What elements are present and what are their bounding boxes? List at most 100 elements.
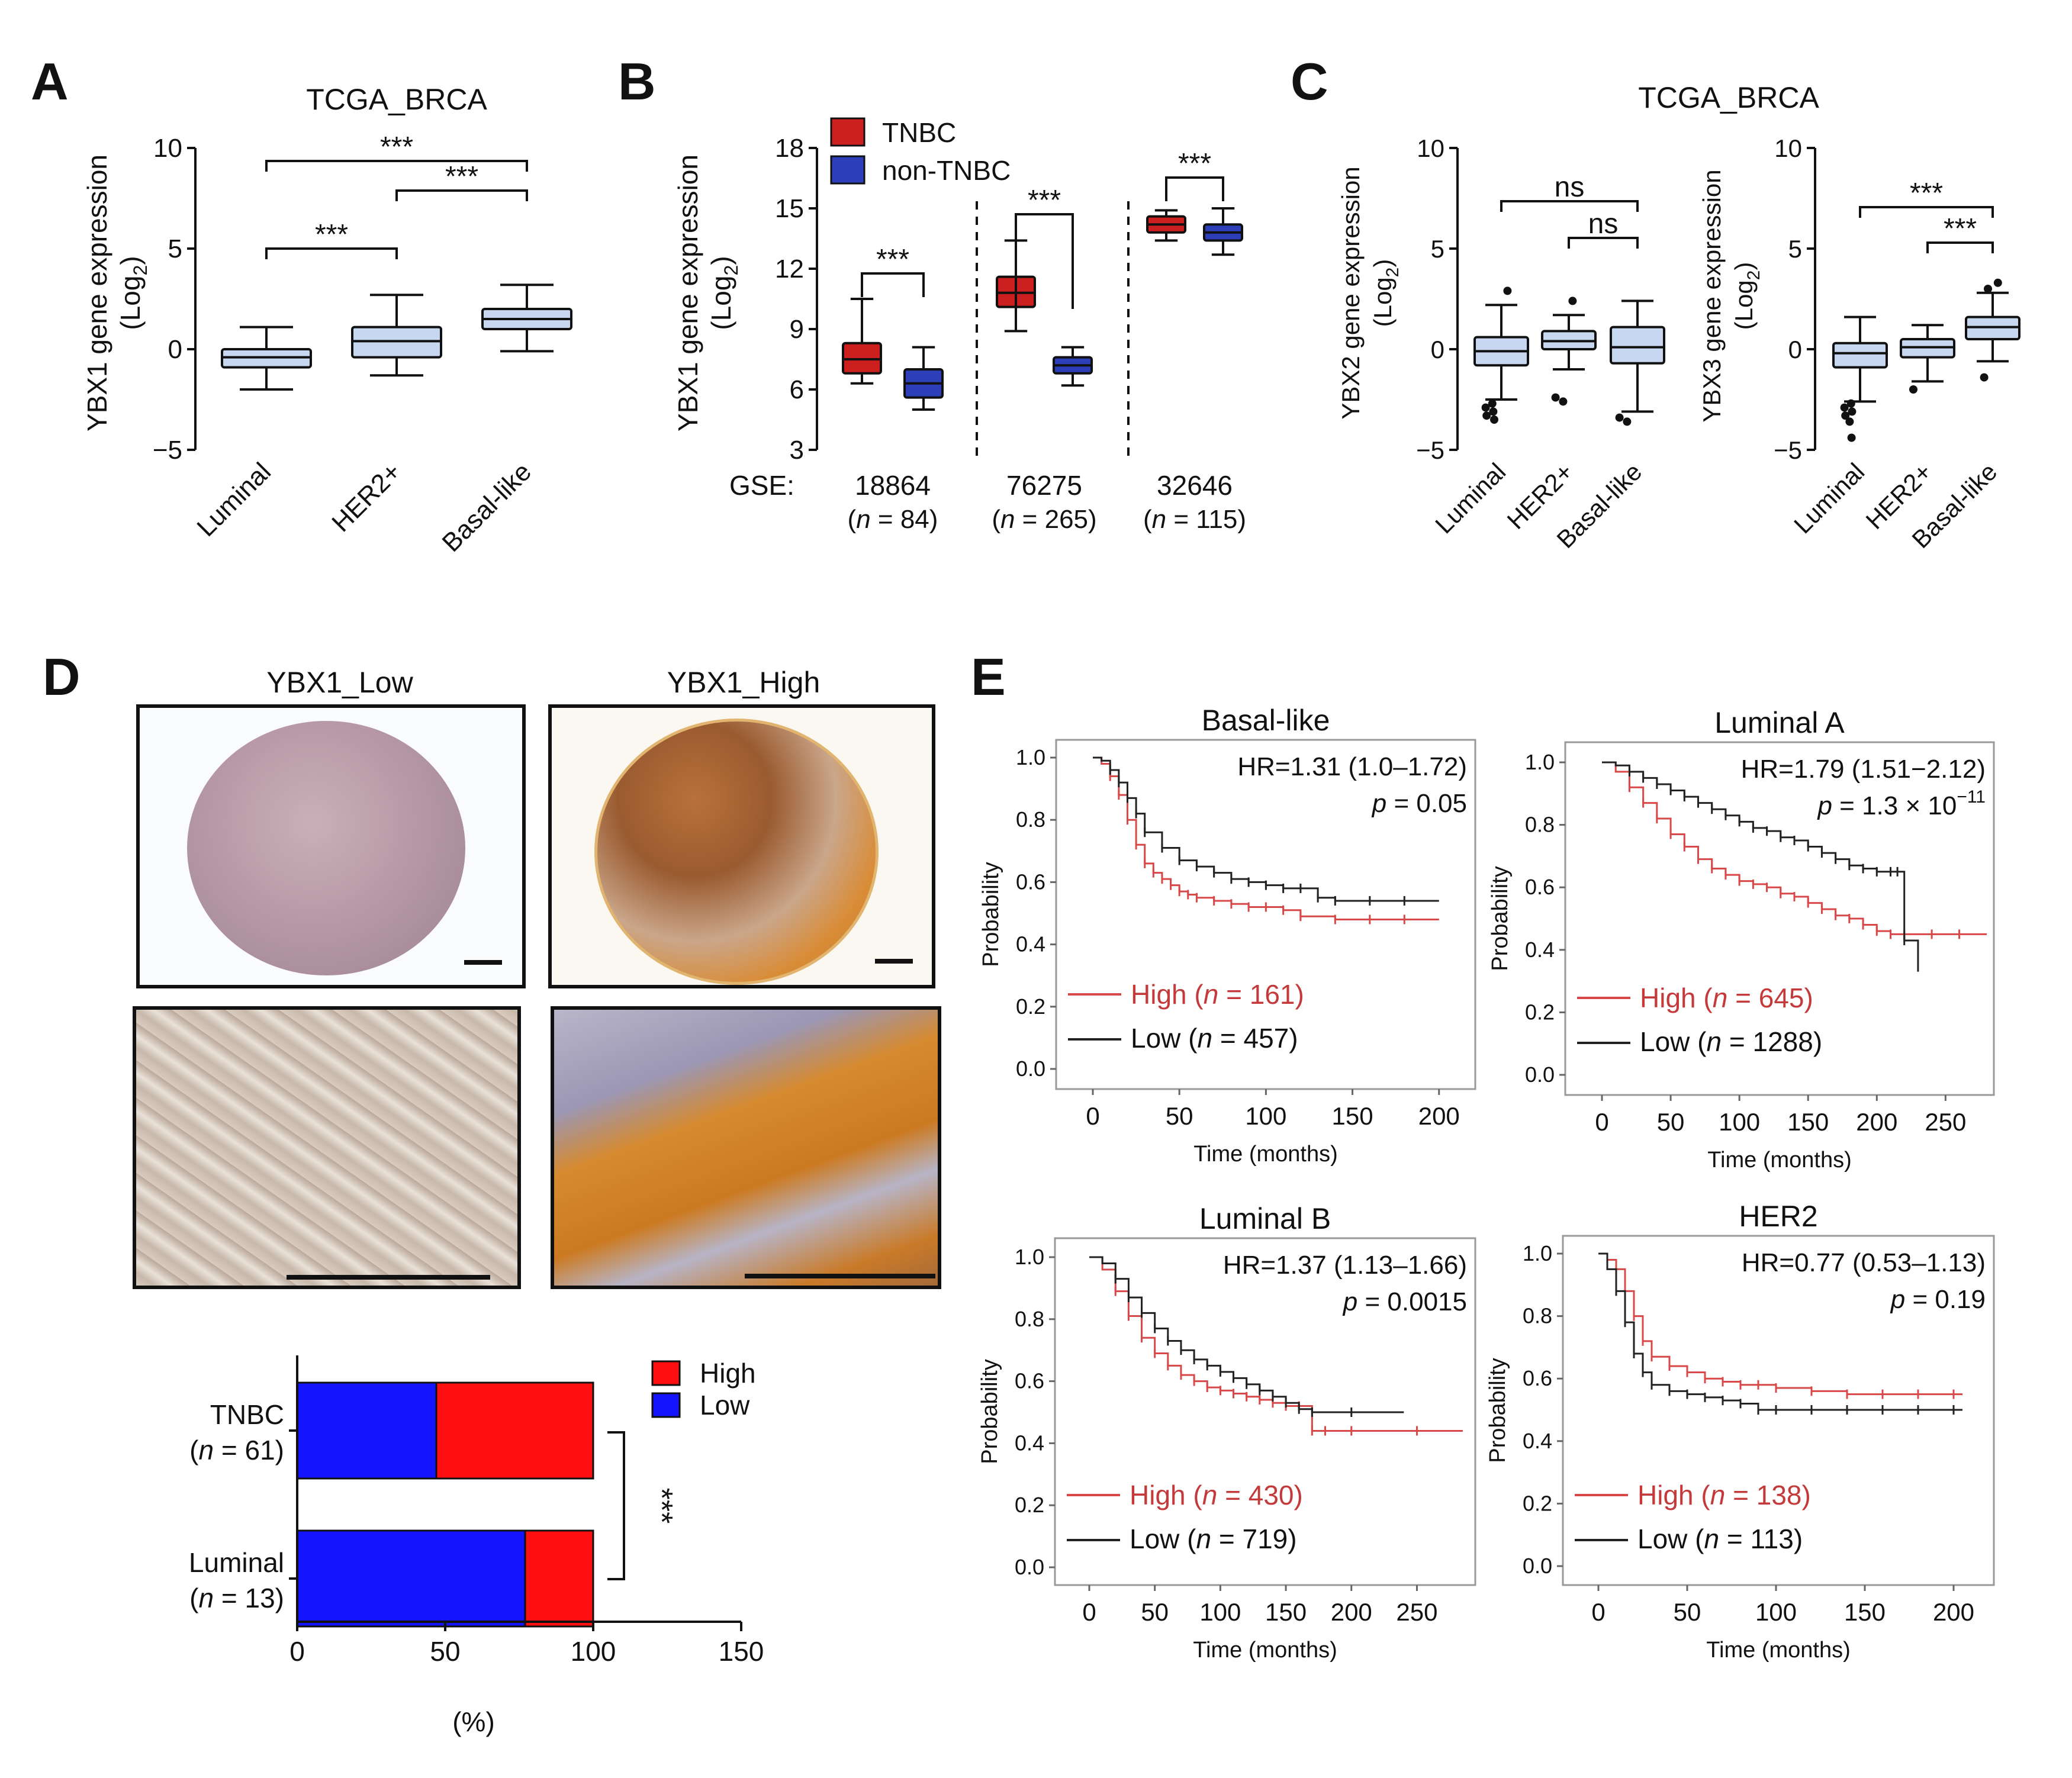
box-luminal-iqr: [1832, 342, 1888, 369]
tma-core-high: [594, 719, 879, 985]
y-axis-label: Probability: [1488, 866, 1513, 971]
y-tick-label: −5: [153, 436, 182, 465]
outlier-point: [1984, 285, 1992, 293]
legend-label-non-tnbc: non-TNBC: [882, 155, 1011, 186]
box-luminal: [1832, 315, 1888, 403]
y-tick-label-luminal: Luminal: [189, 1547, 284, 1578]
legend-low-n: = 457): [1220, 1023, 1298, 1054]
legend-low-text: Low (: [1130, 1523, 1196, 1554]
y-tick-label: 0.0: [1015, 1555, 1044, 1579]
y-tick-label: −5: [1416, 436, 1444, 464]
category-n-symbol: n: [198, 1583, 214, 1613]
sample-size-paren: (: [848, 505, 857, 534]
y-axis-label: Probability: [979, 862, 1003, 967]
legend-label-high: High (n = 161): [1131, 979, 1304, 1010]
y-tick-label: 0: [1431, 336, 1444, 363]
outlier-point: [1623, 417, 1632, 426]
box-basal-like: [481, 284, 572, 353]
outlier-point: [1840, 403, 1849, 412]
plot-frame: [1562, 1235, 1995, 1586]
y-tick-label: 5: [1788, 235, 1802, 263]
hazard-ratio-label: HR=1.37 (1.13–1.66): [1223, 1251, 1467, 1280]
category-n-label: (n = 13): [189, 1583, 284, 1613]
category-n-value: = 13): [214, 1583, 284, 1613]
significance-label: ***: [644, 1488, 678, 1524]
legend-label-low: Low (n = 719): [1130, 1523, 1297, 1554]
legend-high-n-symbol: n: [1713, 983, 1735, 1013]
legend-label-tnbc: TNBC: [882, 117, 956, 148]
outlier-point: [1980, 373, 1989, 382]
significance-bracket: [1500, 200, 1639, 212]
chart-title-c: TCGA_BRCA: [1638, 81, 1819, 114]
sample-size-value: = 84): [871, 505, 938, 534]
y-label-sub-b: (Log2): [706, 256, 742, 330]
outlier-point: [1993, 278, 2002, 287]
outlier-point: [1481, 403, 1490, 412]
significance-label: ***: [1910, 178, 1943, 209]
y-tick-label: 0: [168, 335, 182, 364]
panel-label-a: A: [31, 52, 69, 111]
legend-swatch-tnbc: [830, 117, 866, 147]
legend-low-n-symbol: n: [1704, 1523, 1726, 1554]
y-tick-label: 15: [775, 194, 804, 223]
panel-label-c: C: [1291, 52, 1328, 111]
significance-label: ***: [445, 161, 478, 192]
x-tick-label: 200: [1933, 1598, 1974, 1626]
legend-label-low: Low: [700, 1390, 750, 1421]
significance-bracket: [861, 272, 925, 297]
significance-label: ns: [1588, 208, 1619, 240]
sample-size-n: n: [1152, 505, 1166, 534]
p-value: = 0.0015: [1365, 1287, 1468, 1316]
km-curve-high: [1093, 756, 1439, 921]
y-tick-label: 12: [775, 255, 804, 284]
panel-label-d: D: [43, 648, 81, 706]
outlier-point: [1568, 297, 1577, 305]
gse-id-label: 18864: [855, 470, 931, 501]
y-tick-label: 0.0: [1523, 1554, 1552, 1578]
significance-bracket: [395, 189, 528, 201]
x-tick-label: 0: [1591, 1598, 1605, 1626]
outlier-point: [1909, 385, 1917, 394]
legend-high-n-symbol: n: [1204, 979, 1226, 1010]
km-title: Luminal B: [1199, 1202, 1331, 1235]
x-tick-label: 0: [1086, 1102, 1099, 1130]
p-value-label: p = 0.19: [1890, 1285, 1986, 1314]
ihc-low-tma-image: [136, 704, 526, 988]
p-symbol: p: [1890, 1285, 1913, 1314]
legend-high-n-symbol: n: [1202, 1480, 1225, 1510]
box-non-tnbc-76275: [1053, 346, 1093, 387]
km-curve-high: [1089, 1256, 1463, 1432]
outlier-point: [1551, 393, 1560, 402]
y-tick-label: −5: [1774, 436, 1802, 464]
hazard-ratio-label: HR=1.31 (1.0–1.72): [1237, 752, 1467, 781]
y-tick-label: 0.8: [1525, 813, 1555, 837]
legend-high-n: = 161): [1226, 979, 1304, 1010]
x-tick-label: 100: [571, 1636, 616, 1667]
panel-label-b: B: [618, 52, 656, 111]
x-tick-label: 50: [1674, 1598, 1701, 1626]
x-axis-label: Time (months): [1193, 1638, 1337, 1663]
scale-bar: [875, 959, 913, 964]
y-tick-label: 0.4: [1015, 1431, 1044, 1455]
y-tick-label: 10: [153, 134, 182, 163]
y-tick-label: 0.8: [1016, 807, 1045, 832]
x-tick-label-luminal: Luminal: [1788, 458, 1870, 539]
p-value-label: p = 1.3 × 10−11: [1816, 787, 1986, 820]
significance-label: ***: [1178, 148, 1211, 179]
p-symbol: p: [1371, 789, 1394, 818]
y-tick-label: 1.0: [1525, 750, 1555, 774]
legend-high-text: High (: [1640, 983, 1713, 1013]
outlier-point: [1845, 417, 1854, 426]
x-tick-label: 150: [1844, 1598, 1886, 1626]
y-tick-label: 0.2: [1525, 1000, 1555, 1024]
y-tick-label: 0.0: [1016, 1057, 1045, 1081]
gse-id-label: 76275: [1006, 470, 1082, 501]
sample-size-label: (n = 115): [1143, 505, 1246, 534]
category-n-paren: (: [189, 1435, 199, 1465]
x-tick-label: 50: [1166, 1102, 1193, 1130]
y-tick-label: 3: [790, 436, 804, 465]
sample-size-label: (n = 265): [992, 505, 1096, 534]
y-tick-label: 0.6: [1523, 1366, 1552, 1390]
category-n-label: (n = 61): [189, 1435, 284, 1465]
bar-luminal-low: [296, 1529, 526, 1628]
